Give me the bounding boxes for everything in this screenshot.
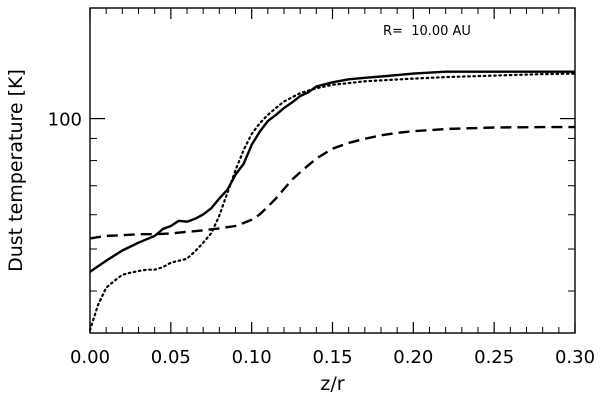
y-tick-label: 100 [48,110,82,131]
radius-annotation: R= 10.00 AU [383,24,471,39]
axis-ticks [89,8,576,333]
dotted-series-line [88,72,577,332]
solid-series-line [89,70,575,273]
series-lines [88,70,577,332]
x-tick-label: 0.20 [393,347,433,368]
plot-frame [89,7,576,334]
x-tick-label: 0.15 [312,347,352,368]
tick-labels: 0.00 0.05 0.10 0.15 0.20 0.25 0.30 100 [48,110,595,368]
x-axis-label: z/r [320,373,344,395]
x-tick-label: 0.25 [474,347,514,368]
dashed-series-line [89,125,575,240]
x-tick-label: 0.05 [151,347,191,368]
y-axis-label: Dust temperature [K] [5,69,27,272]
x-tick-label: 0.10 [232,347,272,368]
x-tick-label: 0.00 [70,347,110,368]
x-tick-label: 0.30 [555,347,595,368]
